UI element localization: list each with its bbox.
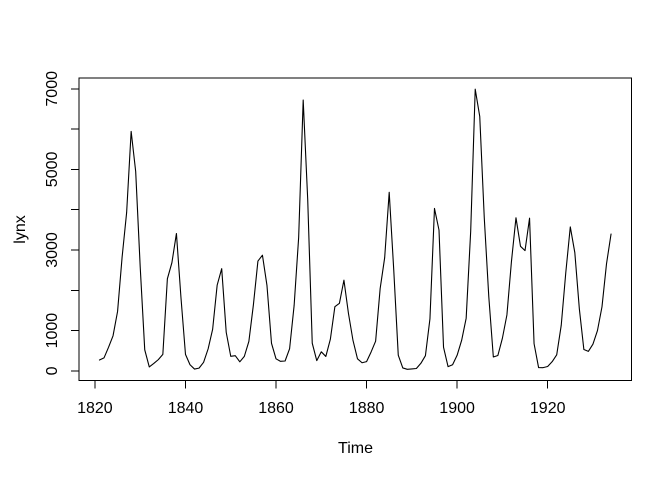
x-axis: 1820 1840 1860 1880 1900 1920 <box>77 380 566 417</box>
x-tick-label: 1820 <box>77 400 113 417</box>
y-tick-label: 0 <box>44 366 61 375</box>
x-tick-label: 1840 <box>168 400 204 417</box>
x-tick-label: 1920 <box>530 400 566 417</box>
x-tick-label: 1860 <box>258 400 294 417</box>
y-tick-label: 1000 <box>44 313 61 349</box>
y-tick-label: 5000 <box>44 152 61 188</box>
y-axis-title: lynx <box>12 215 29 243</box>
y-axis: 0 1000 3000 5000 7000 <box>44 71 79 375</box>
y-tick-label: 7000 <box>44 71 61 107</box>
y-tick-label: 3000 <box>44 232 61 268</box>
x-tick-label: 1880 <box>349 400 385 417</box>
x-axis-title: Time <box>338 440 373 457</box>
lynx-series-line <box>98 88 612 370</box>
plot-box <box>78 77 633 382</box>
x-tick-label: 1900 <box>439 400 475 417</box>
